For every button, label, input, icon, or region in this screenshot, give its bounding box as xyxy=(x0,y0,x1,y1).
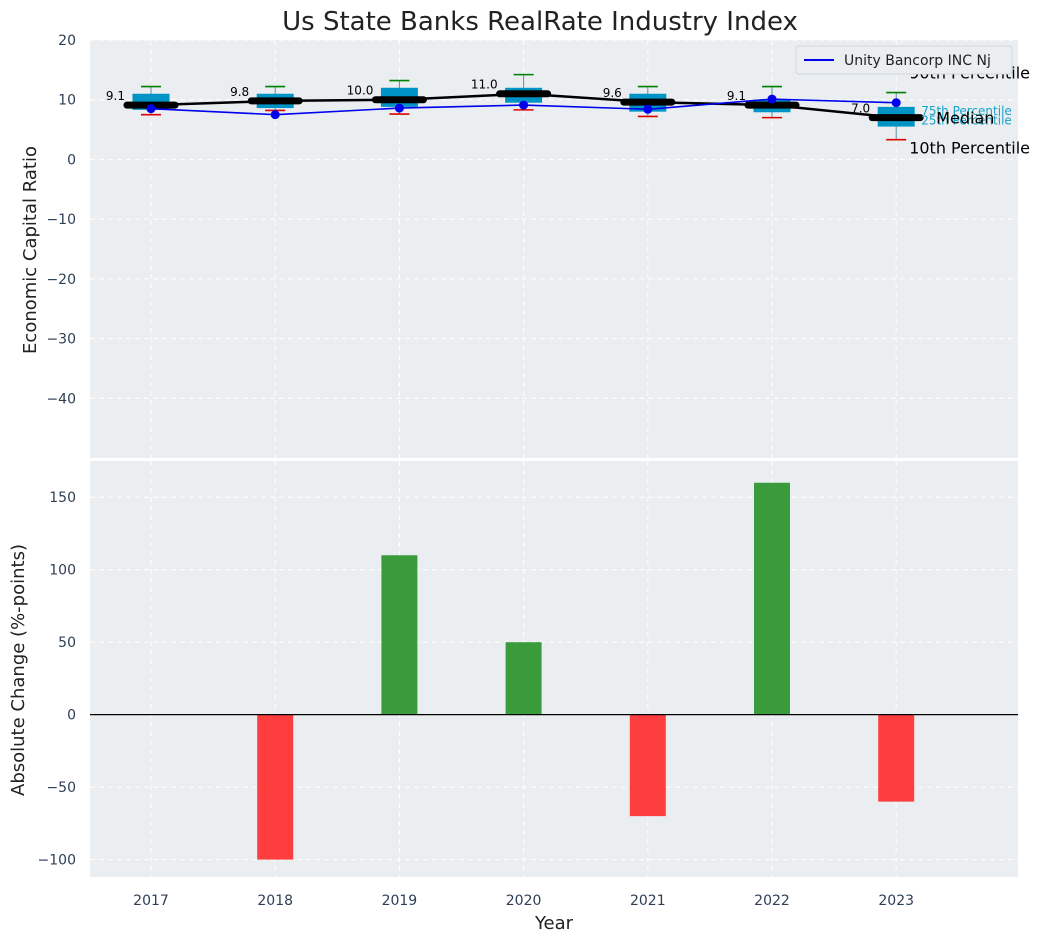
x-axis-label: Year xyxy=(534,913,574,934)
bar-2018 xyxy=(257,714,294,860)
x-tick-label: 2019 xyxy=(382,893,418,909)
bar-2019 xyxy=(381,555,418,715)
top-y-axis-label: Economic Capital Ratio xyxy=(20,146,41,354)
company-series-point xyxy=(643,104,653,114)
bottom-plot-background xyxy=(90,461,1018,877)
annotation-p10: 10th Percentile xyxy=(909,139,1030,158)
bar-2022 xyxy=(754,482,790,715)
x-tick-label: 2021 xyxy=(630,893,666,909)
legend-label: Unity Bancorp INC Nj xyxy=(844,53,991,69)
x-tick-label: 2020 xyxy=(506,893,542,909)
median-value-label: 9.8 xyxy=(230,85,249,99)
top-marks: 9.19.810.011.09.69.17.090th Percentile75… xyxy=(106,64,1030,158)
top-y-tick-label: −20 xyxy=(46,272,76,288)
bottom-y-tick-label: 0 xyxy=(67,708,76,724)
top-plot-background xyxy=(90,40,1018,458)
annotation-median: Median xyxy=(936,109,994,128)
top-y-tick-label: −40 xyxy=(46,391,76,407)
median-value-label: 7.0 xyxy=(851,102,870,116)
median-value-label: 9.1 xyxy=(727,89,746,103)
top-y-tick-label: −10 xyxy=(46,212,76,228)
annotation-p25: 25th Percentile xyxy=(921,114,1012,128)
top-grid xyxy=(90,39,1018,458)
median-value-label: 9.1 xyxy=(106,89,125,103)
company-series-point xyxy=(891,98,901,108)
top-y-tick-label: 0 xyxy=(67,152,76,168)
company-series-point xyxy=(270,110,280,120)
bottom-y-tick-label: 50 xyxy=(58,635,76,651)
median-value-label: 11.0 xyxy=(471,78,498,92)
company-series-point xyxy=(146,104,156,114)
bottom-y-tick-label: −50 xyxy=(46,780,76,796)
x-tick-label: 2022 xyxy=(754,893,790,909)
bottom-y-tick-label: 100 xyxy=(49,563,76,579)
top-y-tick-label: 10 xyxy=(58,93,76,109)
top-y-tick-label: −30 xyxy=(46,332,76,348)
median-trend-line xyxy=(150,92,897,119)
bar-2023 xyxy=(878,714,915,802)
x-tick-label: 2017 xyxy=(133,893,169,909)
legend-box xyxy=(795,45,1013,75)
median-value-label: 10.0 xyxy=(347,84,374,98)
bar-2021 xyxy=(629,714,666,817)
legend: Unity Bancorp INC Nj xyxy=(795,45,1013,75)
bottom-y-tick-label: −100 xyxy=(38,853,76,869)
x-tick-label: 2023 xyxy=(878,893,914,909)
bottom-y-axis-label: Absolute Change (%-points) xyxy=(8,544,29,796)
chart-title: Us State Banks RealRate Industry Index xyxy=(282,7,798,37)
top-y-tick-label: 20 xyxy=(58,33,76,49)
bottom-marks xyxy=(90,482,1018,860)
median-value-label: 9.6 xyxy=(603,86,622,100)
company-series-point xyxy=(519,100,529,110)
x-ticks: 2017 2018 2019 2020 2021 2022 2023 xyxy=(133,893,914,909)
bar-2020 xyxy=(505,642,542,715)
bottom-y-tick-label: 150 xyxy=(49,490,76,506)
bottom-y-ticks: −100 −50 0 50 100 150 xyxy=(38,490,76,868)
top-y-ticks: −40 −30 −20 −10 0 10 20 xyxy=(46,33,76,407)
x-tick-label: 2018 xyxy=(257,893,293,909)
company-series-point xyxy=(767,94,777,104)
company-series-point xyxy=(394,103,404,113)
annotation-p75: 75th Percentile xyxy=(921,104,1012,118)
